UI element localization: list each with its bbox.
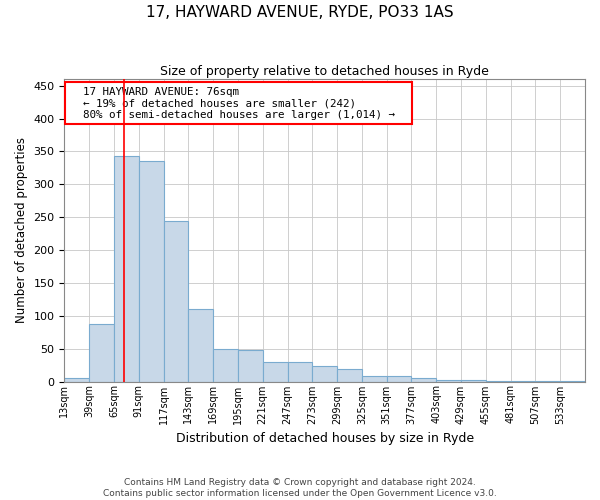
Bar bbox=[238, 350, 263, 382]
Text: 17 HAYWARD AVENUE: 76sqm
  ← 19% of detached houses are smaller (242)
  80% of s: 17 HAYWARD AVENUE: 76sqm ← 19% of detach… bbox=[70, 86, 407, 120]
Y-axis label: Number of detached properties: Number of detached properties bbox=[15, 138, 28, 324]
Bar bbox=[164, 221, 188, 382]
Bar bbox=[461, 380, 486, 382]
Text: Contains HM Land Registry data © Crown copyright and database right 2024.
Contai: Contains HM Land Registry data © Crown c… bbox=[103, 478, 497, 498]
Bar bbox=[362, 376, 386, 382]
Bar bbox=[337, 369, 362, 382]
Bar bbox=[114, 156, 139, 382]
Text: 17, HAYWARD AVENUE, RYDE, PO33 1AS: 17, HAYWARD AVENUE, RYDE, PO33 1AS bbox=[146, 5, 454, 20]
Bar bbox=[139, 162, 164, 382]
Bar bbox=[313, 366, 337, 382]
Bar bbox=[89, 324, 114, 382]
Title: Size of property relative to detached houses in Ryde: Size of property relative to detached ho… bbox=[160, 65, 489, 78]
Bar bbox=[436, 380, 461, 382]
X-axis label: Distribution of detached houses by size in Ryde: Distribution of detached houses by size … bbox=[176, 432, 474, 445]
Bar bbox=[287, 362, 313, 382]
Bar bbox=[486, 381, 511, 382]
Bar bbox=[188, 309, 213, 382]
Bar bbox=[213, 348, 238, 382]
Bar bbox=[412, 378, 436, 382]
Bar bbox=[263, 362, 287, 382]
Bar bbox=[386, 376, 412, 382]
Bar bbox=[64, 378, 89, 382]
